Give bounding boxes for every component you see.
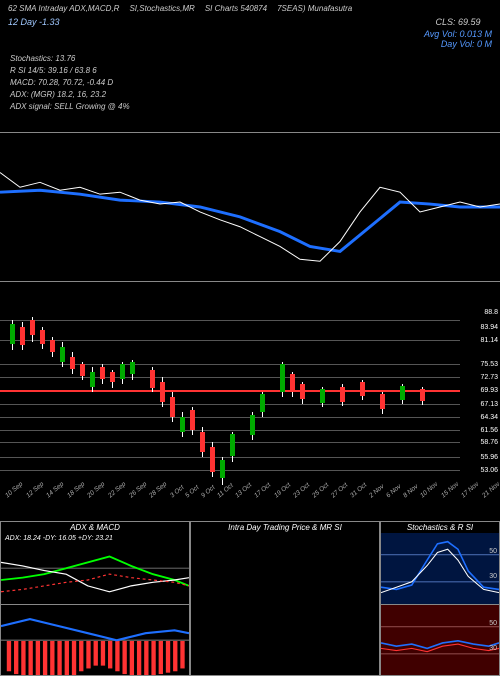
tick: 30 xyxy=(489,573,497,580)
day-vol: Day Vol: 0 M xyxy=(424,39,492,49)
adx-label: ADX: 18.24 -DY: 16.05 +DY: 23.21 xyxy=(5,535,113,542)
price-line xyxy=(0,172,500,261)
header-row: 62 SMA Intraday ADX,MACD,R SI,Stochastic… xyxy=(0,0,500,17)
hdr-4: 7SEAS) Munafasutra xyxy=(277,4,352,13)
bottom-panels: ADX & MACD ADX: 18.24 -DY: 16.05 +DY: 23… xyxy=(0,521,500,676)
adx: ADX: (MGR) 18.2, 16, 23.2 xyxy=(10,89,490,101)
candle-chart: 88.883.9481.1475.5372.7369.9367.1364.346… xyxy=(0,312,500,492)
stoch-rsi-panel: Stochastics & R SI 50 30 50 30 xyxy=(380,521,500,676)
stoch-d-line xyxy=(381,549,499,592)
hdr-2: SI,Stochastics,MR xyxy=(129,4,194,13)
tick: 30 xyxy=(489,645,497,652)
adx-macd-panel: ADX & MACD ADX: 18.24 -DY: 16.05 +DY: 23… xyxy=(0,521,190,676)
main-sma-chart xyxy=(0,132,500,282)
candle-area xyxy=(0,312,460,492)
sma-line xyxy=(0,190,500,251)
date-axis: 10 Sep12 Sep14 Sep18 Sep20 Sep22 Sep26 S… xyxy=(0,492,460,503)
y-axis: 88.883.9481.1475.5372.7369.9367.1364.346… xyxy=(464,312,500,492)
p3-title: Stochastics & R SI xyxy=(381,522,499,533)
avg-vol: Avg Vol: 0.013 M xyxy=(424,29,492,39)
adx-signal: ADX signal: SELL Growing @ 4% xyxy=(10,101,490,113)
hdr-3: SI Charts 540874 xyxy=(205,4,267,13)
tick: 50 xyxy=(489,548,497,555)
p1-title: ADX & MACD xyxy=(1,522,189,533)
macd-chart xyxy=(1,604,189,676)
tick: 50 xyxy=(489,620,497,627)
rsi: R SI 14/5: 39.16 / 63.8 6 xyxy=(10,65,490,77)
cls: CLS: 69.59 xyxy=(424,17,492,27)
rsi-chart: 50 30 xyxy=(381,604,499,676)
intraday-panel: Intra Day Trading Price & MR SI xyxy=(190,521,380,676)
adx-chart: ADX: 18.24 -DY: 16.05 +DY: 23.21 xyxy=(1,533,189,604)
macd-line xyxy=(1,619,189,640)
macd: MACD: 70.28, 70.72, -0.44 D xyxy=(10,77,490,89)
sub-left: 12 Day -1.33 xyxy=(8,17,60,27)
info-block: Stochastics: 13.76 R SI 14/5: 39.16 / 63… xyxy=(0,49,500,117)
title-row: 12 Day -1.33 CLS: 69.59 Avg Vol: 0.013 M… xyxy=(0,17,500,49)
stoch-chart: 50 30 xyxy=(381,533,499,604)
hdr-1: 62 SMA Intraday ADX,MACD,R xyxy=(8,4,119,13)
p2-title: Intra Day Trading Price & MR SI xyxy=(191,522,379,533)
stochastics: Stochastics: 13.76 xyxy=(10,53,490,65)
